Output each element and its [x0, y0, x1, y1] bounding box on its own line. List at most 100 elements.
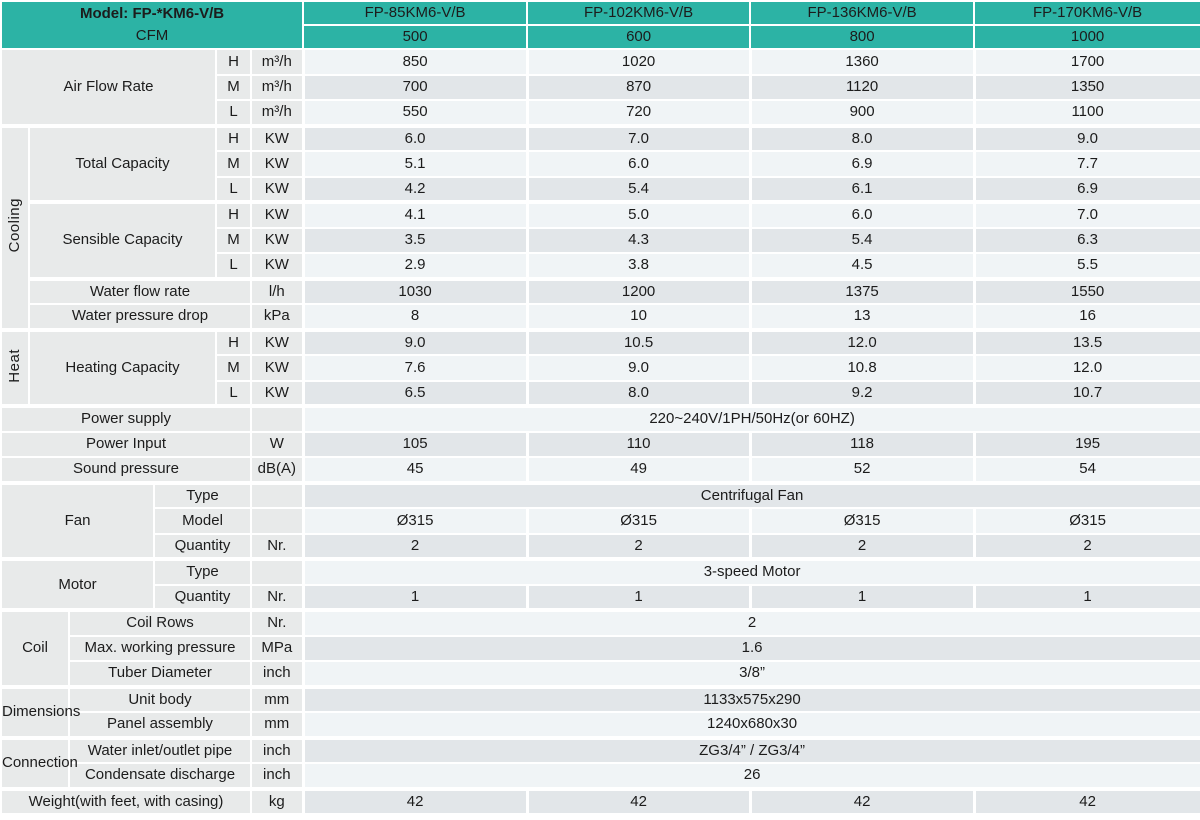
- unit-cell: KW: [249, 379, 305, 407]
- cfm-value-cell: 800: [749, 24, 976, 50]
- sub-level-cell: L: [215, 99, 252, 127]
- value-cell: 900: [748, 99, 976, 127]
- row-label-cell: Type: [153, 557, 252, 586]
- value-cell: 42: [301, 786, 529, 815]
- unit-cell: [249, 557, 305, 586]
- unit-cell: KW: [249, 354, 305, 382]
- row-label-cell: Total Capacity: [28, 123, 217, 203]
- value-cell: 1200: [525, 276, 752, 305]
- table-row: Fan Type Centrifugal Fan: [0, 480, 1200, 560]
- value-cell: 195: [972, 430, 1200, 458]
- merged-value-cell: 1.6: [301, 634, 1200, 662]
- value-cell: 700: [301, 73, 529, 101]
- model-header-row: Model: FP-*KM6-V/B CFM FP-85KM6-V/B FP-1…: [0, 0, 1200, 50]
- value-cell: 1: [525, 583, 752, 611]
- merged-value-cell: 1133x575x290: [301, 684, 1200, 713]
- row-label-cell: Water flow rate: [28, 276, 252, 305]
- value-cell: 6.0: [748, 200, 976, 229]
- value-cell: 16: [972, 303, 1200, 331]
- table-row: Panel assembly mm 1240x680x30: [1, 711, 1200, 739]
- value-cell: 1: [972, 583, 1200, 611]
- table-row: Model Ø315 Ø315 Ø315 Ø315: [1, 507, 1200, 535]
- merged-value-cell: 26: [301, 762, 1200, 790]
- group-label-cell-motor: Motor: [0, 557, 155, 611]
- value-cell: 10.8: [748, 354, 976, 382]
- value-cell: 1700: [972, 48, 1200, 76]
- sub-level-cell: L: [215, 175, 252, 203]
- value-cell: 10: [525, 303, 752, 331]
- model-header-cell: FP-102KM6-V/B: [526, 0, 752, 26]
- value-cell: 1100: [972, 99, 1200, 127]
- value-cell: 5.5: [972, 252, 1200, 280]
- value-cell: 6.0: [525, 150, 752, 178]
- value-cell: 7.7: [972, 150, 1200, 178]
- table-row: L KW 4.2 5.4 6.1 6.9: [1, 175, 1200, 203]
- merged-value-cell: 3-speed Motor: [301, 557, 1200, 586]
- unit-cell: dB(A): [249, 456, 305, 484]
- value-cell: 5.1: [301, 150, 529, 178]
- value-cell: Ø315: [748, 507, 976, 535]
- table-row: Connection Water inlet/outlet pipe inch …: [0, 735, 1200, 790]
- value-cell: Ø315: [301, 507, 529, 535]
- row-label-cell: Power Input: [0, 430, 252, 458]
- unit-cell: inch: [249, 762, 305, 790]
- unit-cell: KW: [249, 123, 305, 152]
- value-cell: Ø315: [525, 507, 752, 535]
- value-cell: 42: [748, 786, 976, 815]
- unit-cell: MPa: [249, 634, 305, 662]
- row-label-cell: Max. working pressure: [68, 634, 252, 662]
- value-cell: 42: [525, 786, 752, 815]
- unit-cell: inch: [249, 660, 305, 688]
- table-row: Sound pressure dB(A) 45 49 52 54: [0, 456, 1200, 484]
- sub-level-cell: L: [215, 379, 252, 407]
- merged-value-cell: 220~240V/1PH/50Hz(or 60HZ): [301, 404, 1200, 433]
- value-cell: 7.0: [525, 123, 752, 152]
- value-cell: 6.3: [972, 226, 1200, 254]
- row-label-cell: Type: [153, 480, 252, 509]
- value-cell: 1350: [972, 73, 1200, 101]
- unit-cell: KW: [249, 175, 305, 203]
- row-label-cell: Power supply: [0, 404, 252, 433]
- unit-cell: Nr.: [249, 608, 305, 637]
- group-label-cell-cooling: Cooling: [0, 123, 30, 331]
- table-row: Quantity Nr. 2 2 2 2: [1, 532, 1200, 560]
- value-cell: 9.2: [748, 379, 976, 407]
- table-row: Heat Heating Capacity H KW 9.0 10.5 12.0…: [0, 327, 1200, 407]
- row-label-cell: Sound pressure: [0, 456, 252, 484]
- table-row: Water flow rate l/h 1030 1200 1375 1550: [1, 276, 1200, 305]
- value-cell: 9.0: [972, 123, 1200, 152]
- row-label-cell: Water inlet/outlet pipe: [68, 735, 252, 764]
- table-row: Coil Coil Rows Nr. 2: [0, 608, 1200, 688]
- model-label: Model: FP-*KM6-V/B: [79, 5, 225, 22]
- group-label-cell-heat: Heat: [0, 327, 30, 407]
- row-label-cell: Model: [153, 507, 252, 535]
- value-cell: 8.0: [748, 123, 976, 152]
- value-cell: 3.5: [301, 226, 529, 254]
- value-cell: 4.5: [748, 252, 976, 280]
- value-cell: 49: [525, 456, 752, 484]
- unit-cell: m³/h: [249, 48, 305, 76]
- table-row: Power supply 220~240V/1PH/50Hz(or 60HZ): [0, 404, 1200, 433]
- value-cell: 6.9: [748, 150, 976, 178]
- row-label-cell: Air Flow Rate: [0, 48, 217, 127]
- value-cell: 6.9: [972, 175, 1200, 203]
- unit-cell: mm: [249, 711, 305, 739]
- merged-value-cell: 1240x680x30: [301, 711, 1200, 739]
- row-label-cell: Heating Capacity: [28, 327, 217, 407]
- table-row: M KW 5.1 6.0 6.9 7.7: [1, 150, 1200, 178]
- row-label-cell: Coil Rows: [68, 608, 252, 637]
- value-cell: 9.0: [301, 327, 529, 356]
- row-label-cell: Panel assembly: [68, 711, 252, 739]
- unit-cell: m³/h: [249, 99, 305, 127]
- table-row: Max. working pressure MPa 1.6: [1, 634, 1200, 662]
- unit-cell: [249, 507, 305, 535]
- value-cell: 6.0: [301, 123, 529, 152]
- unit-cell: kPa: [249, 303, 305, 331]
- unit-cell: Nr.: [249, 532, 305, 560]
- table-row: Water pressure drop kPa 8 10 13 16: [1, 303, 1200, 331]
- value-cell: 4.1: [301, 200, 529, 229]
- table-row: Motor Type 3-speed Motor: [0, 557, 1200, 611]
- merged-value-cell: ZG3/4” / ZG3/4”: [301, 735, 1200, 764]
